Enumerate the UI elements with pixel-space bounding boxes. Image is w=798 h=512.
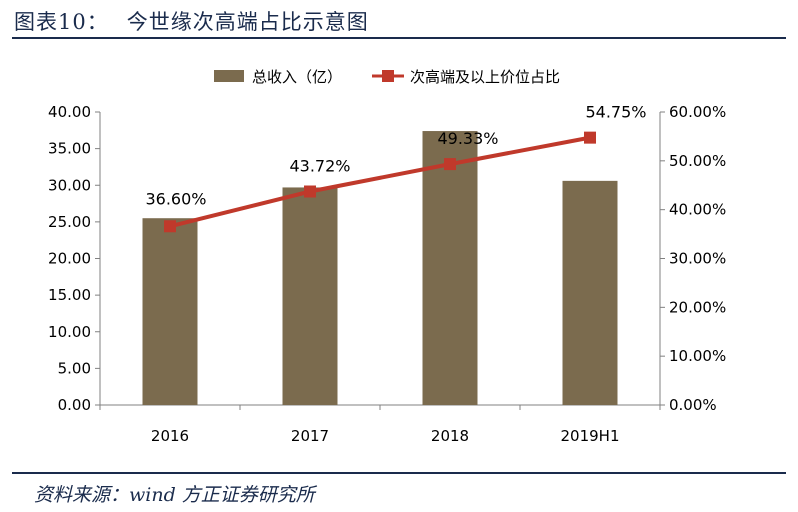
- left-tick-label: 0.00: [58, 396, 91, 414]
- x-tick-label: 2018: [431, 427, 469, 445]
- right-tick-label: 50.00%: [669, 152, 726, 170]
- share-data-label: 49.33%: [437, 129, 498, 148]
- left-tick-label: 15.00: [48, 286, 91, 304]
- x-tick-label: 2017: [291, 427, 329, 445]
- figure-title: 图表10： 今世缘次高端占比示意图: [14, 6, 369, 36]
- revenue-bar: [422, 131, 478, 406]
- x-tick-label: 2019H1: [561, 427, 620, 445]
- right-tick-label: 20.00%: [669, 298, 726, 316]
- left-tick-label: 10.00: [48, 323, 91, 341]
- revenue-bar: [282, 187, 338, 405]
- right-tick-label: 0.00%: [669, 396, 717, 414]
- share-marker: [444, 158, 456, 171]
- share-marker: [164, 220, 176, 233]
- figure-label: 图表10：: [14, 10, 109, 34]
- top-rule: [12, 37, 786, 39]
- legend-bar-label: 总收入（亿）: [252, 68, 342, 86]
- share-data-label: 54.75%: [585, 103, 646, 122]
- revenue-bar: [562, 180, 618, 405]
- x-tick-label: 2016: [151, 427, 189, 445]
- combo-chart: 0.00 5.00 10.00 15.00 20.00 25.00 30.00 35.00 40…: [48, 68, 726, 445]
- left-tick-label: 5.00: [58, 359, 91, 377]
- share-line: [169, 135, 591, 229]
- left-tick-label: 35.00: [48, 140, 91, 158]
- legend-bar-swatch: [214, 70, 244, 82]
- share-marker: [304, 185, 316, 198]
- left-tick-label: 30.00: [48, 176, 91, 194]
- left-tick-label: 40.00: [48, 103, 91, 121]
- right-tick-label: 30.00%: [669, 250, 726, 268]
- source-note: 资料来源：wind 方正证券研究所: [34, 484, 315, 506]
- bottom-rule: [12, 472, 786, 474]
- legend-line-marker: [382, 70, 394, 82]
- revenue-bar: [142, 218, 198, 405]
- left-tick-label: 20.00: [48, 250, 91, 268]
- right-tick-label: 60.00%: [669, 103, 726, 121]
- left-tick-label: 25.00: [48, 213, 91, 231]
- legend-line-label: 次高端及以上价位占比: [410, 68, 560, 86]
- share-data-label: 43.72%: [289, 157, 350, 176]
- right-tick-label: 40.00%: [669, 201, 726, 219]
- share-marker: [584, 131, 596, 144]
- share-data-label: 36.60%: [145, 189, 206, 208]
- figure-title-text: 今世缘次高端占比示意图: [126, 10, 369, 34]
- right-tick-label: 10.00%: [669, 347, 726, 365]
